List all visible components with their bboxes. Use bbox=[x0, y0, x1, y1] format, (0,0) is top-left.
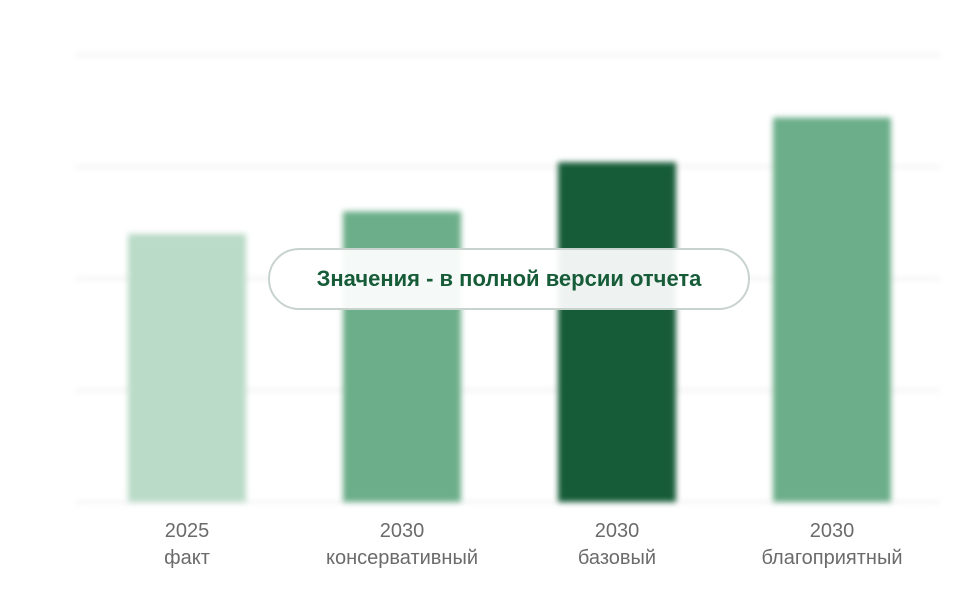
bar bbox=[773, 117, 891, 502]
x-tick-scenario: факт bbox=[164, 547, 210, 569]
x-tick-year: 2030 bbox=[595, 520, 640, 542]
x-tick-year: 2030 bbox=[380, 520, 425, 542]
hidden-values-notice: Значения - в полной версии отчета bbox=[268, 248, 750, 310]
x-axis-labels: 2025 факт 2030 консервативный 2030 базовый 203… bbox=[164, 520, 902, 569]
x-tick-year: 2030 bbox=[810, 520, 855, 542]
bar bbox=[558, 162, 676, 502]
x-tick-scenario: консервативный bbox=[326, 547, 478, 569]
x-tick-year: 2025 bbox=[165, 520, 210, 542]
hidden-values-message: Значения - в полной версии отчета bbox=[316, 266, 702, 291]
bar bbox=[128, 233, 246, 503]
x-tick-scenario: базовый bbox=[578, 547, 656, 569]
x-tick-scenario: благоприятный bbox=[761, 547, 902, 569]
